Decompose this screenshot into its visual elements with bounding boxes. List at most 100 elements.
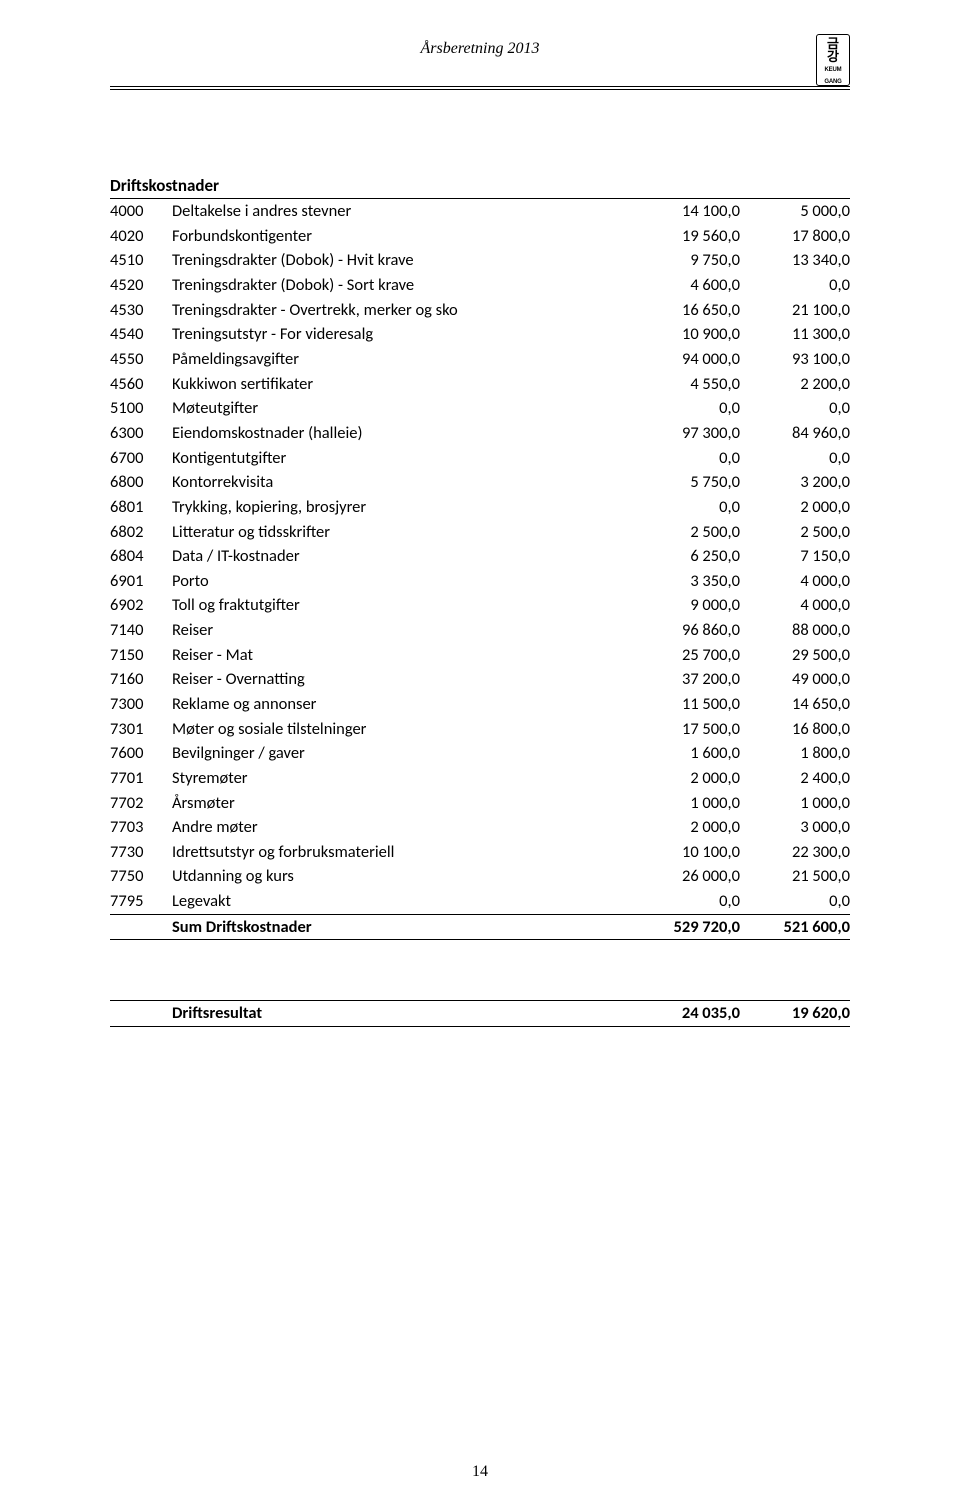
table-row: 4540Treningsutstyr - For videresalg10 90… — [110, 322, 850, 347]
row-desc: Trykking, kopiering, brosjyrer — [172, 495, 630, 520]
row-v1: 9 750,0 — [630, 248, 740, 273]
row-v1: 2 500,0 — [630, 519, 740, 544]
row-code: 4560 — [110, 371, 172, 396]
row-desc: Litteratur og tidsskrifter — [172, 519, 630, 544]
row-code: 6700 — [110, 445, 172, 470]
logo-glyph-2: 강 — [827, 50, 839, 63]
table-row: 6802Litteratur og tidsskrifter2 500,02 5… — [110, 519, 850, 544]
row-v1: 10 900,0 — [630, 322, 740, 347]
row-code: 5100 — [110, 396, 172, 421]
row-desc: Påmeldingsavgifter — [172, 347, 630, 372]
row-code: 7301 — [110, 716, 172, 741]
row-code: 7750 — [110, 864, 172, 889]
row-v1: 10 100,0 — [630, 840, 740, 865]
table-row: 6804Data / IT-kostnader6 250,07 150,0 — [110, 544, 850, 569]
row-v1: 3 350,0 — [630, 569, 740, 594]
table-row: 7600Bevilgninger / gaver1 600,01 800,0 — [110, 741, 850, 766]
row-v2: 1 000,0 — [740, 790, 850, 815]
table-row: 6300Eiendomskostnader (halleie)97 300,08… — [110, 421, 850, 446]
content-area: Driftskostnader 4000Deltakelse i andres … — [110, 175, 850, 1027]
row-desc: Idrettsutstyr og forbruksmateriell — [172, 840, 630, 865]
table-row: 7300Reklame og annonser11 500,014 650,0 — [110, 692, 850, 717]
expense-table: 4000Deltakelse i andres stevner14 100,05… — [110, 198, 850, 940]
table-row: 7150Reiser - Mat25 700,029 500,0 — [110, 643, 850, 668]
row-v2: 16 800,0 — [740, 716, 850, 741]
page-header: Årsberetning 2013 금 강 KEUM GANG — [110, 40, 850, 115]
row-code: 7702 — [110, 790, 172, 815]
row-desc: Andre møter — [172, 815, 630, 840]
row-v2: 49 000,0 — [740, 667, 850, 692]
result-v1: 24 035,0 — [630, 1001, 740, 1027]
row-code: 7795 — [110, 889, 172, 914]
row-v2: 5 000,0 — [740, 199, 850, 224]
row-v2: 2 000,0 — [740, 495, 850, 520]
row-v1: 6 250,0 — [630, 544, 740, 569]
row-desc: Deltakelse i andres stevner — [172, 199, 630, 224]
row-code: 4540 — [110, 322, 172, 347]
row-code: 6800 — [110, 470, 172, 495]
result-block: Driftsresultat 24 035,0 19 620,0 — [110, 1000, 850, 1027]
row-v2: 1 800,0 — [740, 741, 850, 766]
row-v1: 2 000,0 — [630, 815, 740, 840]
header-rule-2 — [110, 89, 850, 90]
result-v2: 19 620,0 — [740, 1001, 850, 1027]
row-code: 7600 — [110, 741, 172, 766]
row-v2: 21 100,0 — [740, 298, 850, 323]
row-v1: 1 600,0 — [630, 741, 740, 766]
row-desc: Møter og sosiale tilstelninger — [172, 716, 630, 741]
row-code: 4020 — [110, 224, 172, 249]
table-row: 4560Kukkiwon sertifikater4 550,02 200,0 — [110, 371, 850, 396]
page-number: 14 — [0, 1463, 960, 1481]
table-row: 7160Reiser - Overnatting37 200,049 000,0 — [110, 667, 850, 692]
row-v2: 7 150,0 — [740, 544, 850, 569]
row-code: 6804 — [110, 544, 172, 569]
table-row: 7703Andre møter2 000,03 000,0 — [110, 815, 850, 840]
row-v1: 2 000,0 — [630, 766, 740, 791]
row-v1: 0,0 — [630, 445, 740, 470]
table-row: 7301Møter og sosiale tilstelninger17 500… — [110, 716, 850, 741]
row-desc: Reiser - Overnatting — [172, 667, 630, 692]
row-v2: 21 500,0 — [740, 864, 850, 889]
table-row: 7750Utdanning og kurs26 000,021 500,0 — [110, 864, 850, 889]
row-code: 7300 — [110, 692, 172, 717]
table-row: 4510Treningsdrakter (Dobok) - Hvit krave… — [110, 248, 850, 273]
row-v2: 22 300,0 — [740, 840, 850, 865]
row-desc: Kontigentutgifter — [172, 445, 630, 470]
row-desc: Styremøter — [172, 766, 630, 791]
row-code: 4000 — [110, 199, 172, 224]
row-v2: 0,0 — [740, 396, 850, 421]
logo-text: KEUM GANG — [824, 64, 841, 88]
row-code: 4550 — [110, 347, 172, 372]
row-v2: 4 000,0 — [740, 593, 850, 618]
row-v1: 5 750,0 — [630, 470, 740, 495]
row-desc: Møteutgifter — [172, 396, 630, 421]
document-page: Årsberetning 2013 금 강 KEUM GANG Driftsko… — [0, 0, 960, 1503]
row-v2: 2 400,0 — [740, 766, 850, 791]
row-v2: 3 000,0 — [740, 815, 850, 840]
row-code: 7160 — [110, 667, 172, 692]
row-desc: Reiser - Mat — [172, 643, 630, 668]
row-code: 6300 — [110, 421, 172, 446]
result-label: Driftsresultat — [172, 1001, 630, 1027]
table-row: 4550Påmeldingsavgifter94 000,093 100,0 — [110, 347, 850, 372]
row-desc: Forbundskontigenter — [172, 224, 630, 249]
row-desc: Data / IT-kostnader — [172, 544, 630, 569]
row-code: 4510 — [110, 248, 172, 273]
row-v1: 11 500,0 — [630, 692, 740, 717]
table-row: 4020Forbundskontigenter19 560,017 800,0 — [110, 224, 850, 249]
row-code: 4530 — [110, 298, 172, 323]
sum-v1: 529 720,0 — [630, 914, 740, 940]
sum-label: Sum Driftskostnader — [172, 914, 630, 940]
row-code: 6802 — [110, 519, 172, 544]
row-v1: 26 000,0 — [630, 864, 740, 889]
row-desc: Utdanning og kurs — [172, 864, 630, 889]
row-code: 7150 — [110, 643, 172, 668]
row-desc: Legevakt — [172, 889, 630, 914]
header-rule-1 — [110, 86, 850, 87]
table-row: 4530Treningsdrakter - Overtrekk, merker … — [110, 298, 850, 323]
row-v2: 2 200,0 — [740, 371, 850, 396]
row-v1: 97 300,0 — [630, 421, 740, 446]
row-v1: 17 500,0 — [630, 716, 740, 741]
row-v2: 13 340,0 — [740, 248, 850, 273]
row-desc: Eiendomskostnader (halleie) — [172, 421, 630, 446]
